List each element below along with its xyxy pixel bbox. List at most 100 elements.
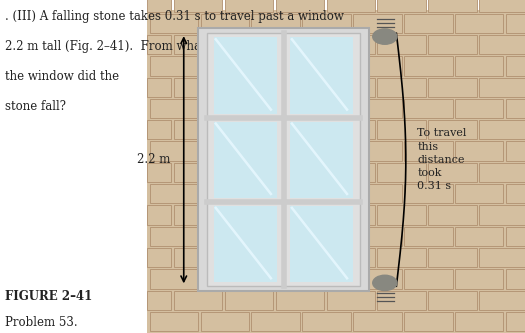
Bar xyxy=(404,14,453,33)
Bar xyxy=(506,184,525,203)
Bar xyxy=(327,78,375,97)
Text: Problem 53.: Problem 53. xyxy=(5,316,78,329)
Bar xyxy=(479,291,525,310)
Bar xyxy=(147,78,171,97)
Bar xyxy=(290,122,353,198)
Bar xyxy=(506,56,525,76)
Bar xyxy=(225,120,273,140)
Circle shape xyxy=(373,275,397,291)
Bar xyxy=(198,28,369,291)
Bar xyxy=(290,206,353,282)
Bar xyxy=(404,184,453,203)
Bar xyxy=(479,120,525,140)
Bar xyxy=(455,312,503,331)
Bar xyxy=(276,78,324,97)
Bar xyxy=(201,14,249,33)
Bar xyxy=(302,227,351,246)
Bar xyxy=(251,142,300,161)
Bar xyxy=(479,0,525,12)
Bar xyxy=(147,10,525,333)
Bar xyxy=(174,78,222,97)
Bar xyxy=(290,37,353,114)
Bar xyxy=(302,142,351,161)
Bar xyxy=(150,99,198,118)
Bar xyxy=(377,291,426,310)
Bar xyxy=(302,56,351,76)
Bar xyxy=(353,99,402,118)
Bar xyxy=(506,14,525,33)
Bar xyxy=(276,291,324,310)
Bar xyxy=(207,33,360,286)
Bar xyxy=(147,248,171,267)
Bar xyxy=(147,0,171,12)
Bar xyxy=(506,312,525,331)
Bar xyxy=(174,291,222,310)
Bar xyxy=(251,227,300,246)
Bar xyxy=(276,0,324,12)
Text: To travel
this
distance
took
0.31 s: To travel this distance took 0.31 s xyxy=(417,128,467,191)
Bar xyxy=(276,35,324,54)
Bar xyxy=(214,122,277,198)
Bar xyxy=(428,163,477,182)
Bar xyxy=(404,227,453,246)
Bar xyxy=(302,312,351,331)
Bar xyxy=(214,206,277,282)
Bar xyxy=(174,0,222,12)
Bar xyxy=(428,248,477,267)
Bar xyxy=(225,205,273,225)
Bar xyxy=(353,269,402,289)
Bar xyxy=(251,312,300,331)
Text: the window did the: the window did the xyxy=(5,70,119,83)
Bar xyxy=(174,120,222,140)
Bar xyxy=(150,142,198,161)
Bar xyxy=(377,0,426,12)
Bar xyxy=(327,163,375,182)
Bar xyxy=(225,78,273,97)
Bar xyxy=(147,205,171,225)
Bar xyxy=(455,227,503,246)
Text: FIGURE 2–41: FIGURE 2–41 xyxy=(5,290,92,303)
Bar xyxy=(276,248,324,267)
Bar xyxy=(353,227,402,246)
Bar xyxy=(404,269,453,289)
Bar xyxy=(251,184,300,203)
Circle shape xyxy=(373,29,397,44)
Bar xyxy=(150,14,198,33)
Bar xyxy=(201,99,249,118)
Bar xyxy=(174,163,222,182)
Bar xyxy=(428,35,477,54)
Bar xyxy=(455,56,503,76)
Bar xyxy=(225,291,273,310)
Bar xyxy=(377,205,426,225)
Bar xyxy=(428,205,477,225)
Bar xyxy=(428,0,477,12)
Bar xyxy=(302,269,351,289)
Bar xyxy=(428,120,477,140)
Bar xyxy=(174,248,222,267)
Bar xyxy=(302,14,351,33)
Bar xyxy=(251,56,300,76)
Bar xyxy=(327,0,375,12)
Bar xyxy=(201,269,249,289)
Text: stone fall?: stone fall? xyxy=(5,100,66,113)
Bar xyxy=(147,35,171,54)
Bar xyxy=(404,312,453,331)
Bar xyxy=(479,248,525,267)
Text: . (III) A falling stone takes 0.31 s to travel past a window: . (III) A falling stone takes 0.31 s to … xyxy=(5,10,344,23)
Bar xyxy=(214,37,277,114)
Bar xyxy=(150,56,198,76)
Bar xyxy=(150,312,198,331)
Bar xyxy=(353,142,402,161)
Bar xyxy=(327,291,375,310)
Bar xyxy=(225,248,273,267)
Bar xyxy=(404,99,453,118)
Bar xyxy=(377,120,426,140)
Bar xyxy=(327,248,375,267)
Bar xyxy=(276,205,324,225)
Bar xyxy=(479,35,525,54)
Bar xyxy=(455,142,503,161)
Bar xyxy=(506,227,525,246)
Bar xyxy=(276,120,324,140)
Bar xyxy=(327,120,375,140)
Bar xyxy=(377,35,426,54)
